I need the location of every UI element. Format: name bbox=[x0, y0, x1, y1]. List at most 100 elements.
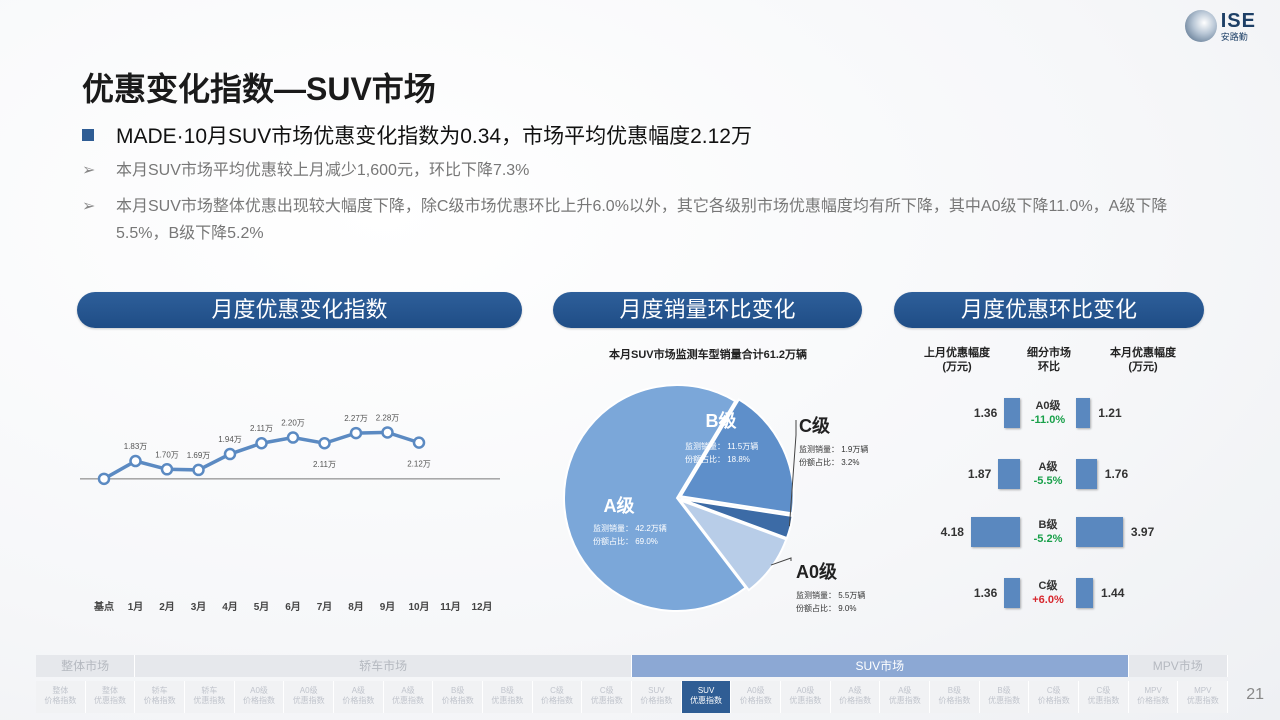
x-tick-label: 9月 bbox=[380, 601, 396, 613]
nav-section-tab[interactable]: 整体市场 bbox=[36, 655, 136, 677]
data-point bbox=[318, 436, 331, 450]
segment-label: C级 +6.0% bbox=[1032, 580, 1064, 606]
data-point bbox=[349, 426, 363, 440]
nav-item[interactable]: SUV 优惠指数 bbox=[681, 681, 732, 713]
nav-item[interactable]: SUV 价格指数 bbox=[632, 681, 682, 713]
curr-discount-bar bbox=[1076, 459, 1097, 489]
prev-discount-value: 1.87 bbox=[967, 467, 992, 481]
curr-discount-bar bbox=[1076, 398, 1091, 428]
slice-label-a: A级 bbox=[604, 495, 636, 516]
nav-item[interactable]: MPV 价格指数 bbox=[1128, 681, 1179, 713]
data-label: 2.11万 bbox=[313, 460, 336, 469]
data-label: 1.94万 bbox=[218, 435, 242, 444]
x-tick-label: 11月 bbox=[440, 601, 461, 613]
nav-item[interactable]: 轿车 优惠指数 bbox=[185, 681, 235, 713]
pie-slice bbox=[677, 498, 788, 592]
globe-icon bbox=[1184, 10, 1217, 42]
x-tick-label: 12月 bbox=[471, 601, 492, 613]
x-tick-label: 5月 bbox=[254, 601, 270, 613]
nav-item[interactable]: MPV 优惠指数 bbox=[1178, 681, 1229, 713]
section-header-index: 月度优惠变化指数 bbox=[77, 292, 522, 328]
nav-item[interactable]: A0级 价格指数 bbox=[731, 681, 782, 713]
logo-text: ISE bbox=[1220, 9, 1256, 32]
nav-item[interactable]: B级 价格指数 bbox=[433, 681, 484, 713]
curr-discount-value: 1.76 bbox=[1104, 467, 1129, 481]
data-label: 2.11万 bbox=[250, 424, 273, 433]
nav-item[interactable]: B级 优惠指数 bbox=[979, 681, 1030, 713]
data-point bbox=[192, 463, 205, 477]
slice-share-c: 份额占比： 3.2% bbox=[799, 457, 859, 467]
header-prev-discount: 上月优惠幅度 (万元) bbox=[924, 347, 990, 373]
pie-slice bbox=[680, 498, 794, 540]
header-curr-discount: 本月优惠幅度 (万元) bbox=[1110, 347, 1176, 373]
curr-discount-value: 1.21 bbox=[1098, 406, 1122, 420]
x-tick-label: 10月 bbox=[408, 601, 429, 613]
bullet-text: 本月SUV市场平均优惠较上月减少1,600元，环比下降7.3% bbox=[116, 162, 530, 179]
nav-item[interactable]: C级 优惠指数 bbox=[582, 681, 633, 713]
nav-item[interactable]: C级 价格指数 bbox=[532, 681, 583, 713]
x-tick-label: 基点 bbox=[93, 600, 114, 613]
slice-share-a: 份额占比： 69.0% bbox=[593, 536, 658, 546]
slice-label-c: C级 bbox=[799, 415, 831, 436]
data-label: 1.70万 bbox=[155, 450, 179, 459]
headline: MADE·10月SUV市场优惠变化指数为0.34，市场平均优惠幅度2.12万 bbox=[82, 120, 752, 150]
section-header-sales: 月度销量环比变化 bbox=[553, 292, 862, 328]
square-bullet-icon bbox=[82, 129, 94, 141]
nav-item[interactable]: A0级 优惠指数 bbox=[284, 681, 335, 713]
data-point bbox=[412, 436, 426, 449]
page-number: 21 bbox=[1246, 686, 1264, 703]
data-point bbox=[381, 426, 394, 439]
section-header-discount: 月度优惠环比变化 bbox=[894, 292, 1204, 328]
nav-item[interactable]: 整体 优惠指数 bbox=[85, 681, 136, 713]
nav-item[interactable]: C级 价格指数 bbox=[1029, 681, 1080, 713]
curr-discount-value: 1.44 bbox=[1101, 586, 1125, 600]
pie-slice bbox=[678, 398, 795, 515]
x-tick-label: 7月 bbox=[317, 601, 333, 613]
data-point bbox=[160, 463, 174, 476]
nav-section-tab[interactable]: MPV市场 bbox=[1128, 655, 1228, 677]
nav-item[interactable]: A0级 价格指数 bbox=[234, 681, 285, 713]
segment-label: A级 -5.5% bbox=[1033, 461, 1063, 487]
bullet-1: ➢ 本月SUV市场平均优惠较上月减少1,600元，环比下降7.3% bbox=[82, 157, 1212, 184]
header-segment-change: 细分市场 环比 bbox=[1027, 347, 1071, 373]
segment-label: A0级 -11.0% bbox=[1030, 400, 1066, 426]
nav-item[interactable]: A级 优惠指数 bbox=[383, 681, 434, 713]
nav-section-tab[interactable]: SUV市场 bbox=[631, 655, 1129, 677]
data-label: 2.27万 bbox=[344, 414, 368, 423]
data-label: 1.69万 bbox=[187, 451, 211, 460]
curr-discount-bar bbox=[1076, 517, 1123, 547]
slice-label-b: B级 bbox=[706, 410, 738, 431]
segment-label: B级 -5.2% bbox=[1033, 519, 1063, 545]
slice-label-a0: A0级 bbox=[796, 561, 838, 582]
company-logo: ISE 安路勤 bbox=[1184, 9, 1256, 42]
line-chart: 1.83万 1.70万 1.69万 1.94万 2.11万 2.20万 2.11万 2.27万… bbox=[80, 413, 500, 613]
bullet-2: ➢ 本月SUV市场整体优惠出现较大幅度下降，除C级市场优惠环比上升6.0%以外，其… bbox=[82, 193, 1212, 247]
slice-sales-b: 监测销量： 11.5万辆 bbox=[685, 441, 758, 451]
nav-item[interactable]: A0级 优惠指数 bbox=[781, 681, 831, 713]
nav-item[interactable]: B级 价格指数 bbox=[930, 681, 980, 713]
prev-discount-bar bbox=[997, 459, 1020, 489]
x-tick-label: 2月 bbox=[159, 601, 175, 613]
x-tick-label: 1月 bbox=[128, 601, 144, 613]
nav-item[interactable]: C级 优惠指数 bbox=[1079, 681, 1129, 713]
nav-item[interactable]: A级 价格指数 bbox=[830, 681, 881, 713]
data-point bbox=[255, 436, 268, 450]
nav-item[interactable]: A级 优惠指数 bbox=[880, 681, 931, 713]
prev-discount-value: 1.36 bbox=[973, 406, 998, 420]
prev-discount-bar bbox=[1003, 398, 1020, 428]
slice-share-a0: 份额占比： 9.0% bbox=[796, 603, 856, 613]
x-tick-label: 3月 bbox=[191, 601, 207, 613]
slice-sales-a: 监测销量： 42.2万辆 bbox=[593, 523, 667, 533]
nav-section-tab[interactable]: 轿车市场 bbox=[135, 655, 632, 677]
data-point bbox=[97, 472, 111, 486]
nav-item[interactable]: 轿车 价格指数 bbox=[135, 681, 186, 713]
prev-discount-value: 1.36 bbox=[973, 586, 998, 600]
data-point bbox=[286, 431, 300, 444]
nav-item[interactable]: B级 优惠指数 bbox=[483, 681, 533, 713]
curr-discount-value: 3.97 bbox=[1130, 525, 1155, 539]
leader-line-a0 bbox=[770, 557, 792, 566]
prev-discount-bar bbox=[970, 517, 1020, 547]
nav-item[interactable]: 整体 价格指数 bbox=[36, 681, 86, 713]
nav-item[interactable]: A级 价格指数 bbox=[334, 681, 384, 713]
